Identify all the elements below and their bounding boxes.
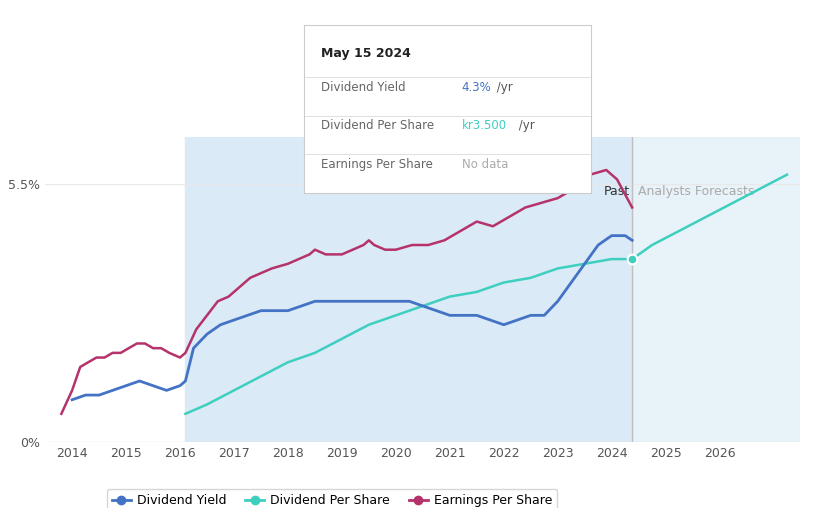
Text: Earnings Per Share: Earnings Per Share xyxy=(321,158,433,171)
Text: Dividend Per Share: Dividend Per Share xyxy=(321,119,434,132)
Text: 4.3%: 4.3% xyxy=(461,81,492,93)
Text: Past: Past xyxy=(603,185,630,198)
Text: No data: No data xyxy=(461,158,508,171)
Bar xyxy=(186,137,632,442)
Text: May 15 2024: May 15 2024 xyxy=(321,47,410,60)
Text: kr3.500: kr3.500 xyxy=(461,119,507,132)
Bar xyxy=(632,137,800,442)
Legend: Dividend Yield, Dividend Per Share, Earnings Per Share: Dividend Yield, Dividend Per Share, Earn… xyxy=(107,489,557,508)
Text: Analysts Forecasts: Analysts Forecasts xyxy=(638,185,754,198)
Text: /yr: /yr xyxy=(515,119,534,132)
Text: /yr: /yr xyxy=(493,81,513,93)
Text: Dividend Yield: Dividend Yield xyxy=(321,81,406,93)
